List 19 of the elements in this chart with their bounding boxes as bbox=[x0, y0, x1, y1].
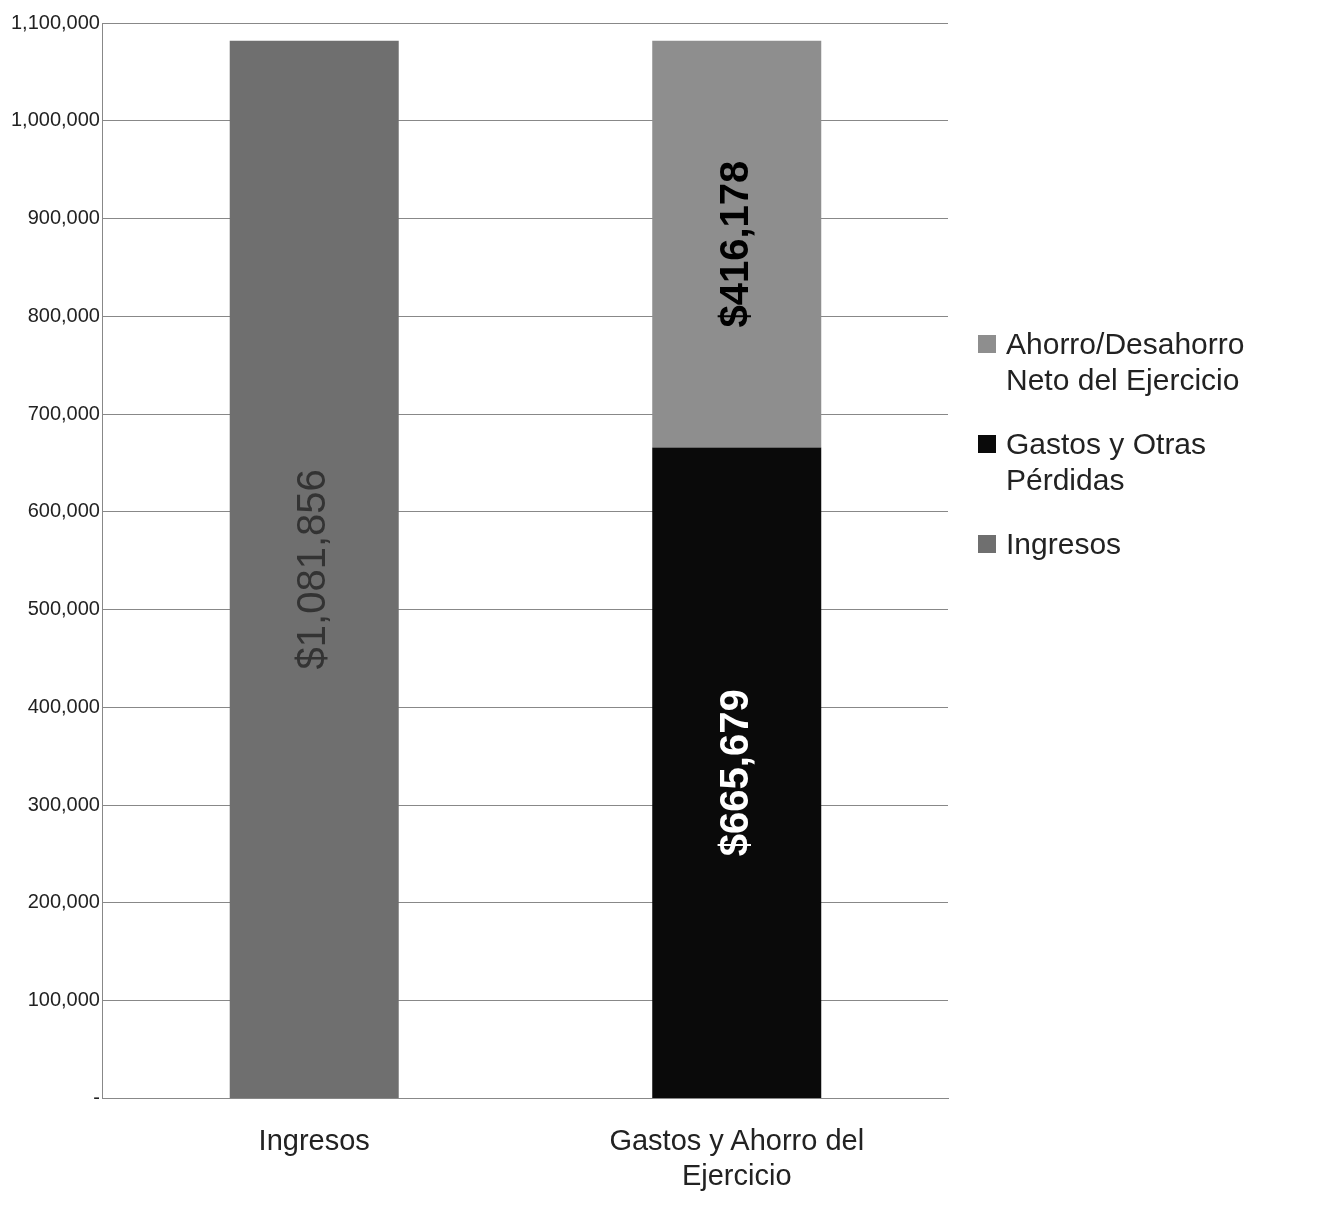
y-tick-label: 800,000 bbox=[27, 303, 100, 326]
y-tick-label: 500,000 bbox=[27, 597, 100, 620]
y-tick-label: 900,000 bbox=[27, 206, 100, 229]
x-tick-label: Gastos y Ahorro del Ejercicio bbox=[609, 1123, 865, 1191]
y-tick-label: 300,000 bbox=[27, 792, 100, 815]
y-tick-label: 200,000 bbox=[27, 890, 100, 913]
y-tick-label: 1,000,000 bbox=[10, 108, 100, 131]
legend-label: Ahorro/Desahorro Neto del Ejercicio bbox=[1006, 326, 1246, 398]
data-label: $416,178 bbox=[711, 160, 756, 328]
y-tick-label: 700,000 bbox=[27, 401, 100, 424]
y-tick-label: 1,100,000 bbox=[10, 10, 100, 33]
y-tick-label: - bbox=[93, 1085, 100, 1108]
data-label: $665,679 bbox=[711, 689, 756, 857]
legend-label: Ingresos bbox=[1006, 526, 1122, 562]
data-label: $1,081,856 bbox=[289, 469, 334, 670]
legend-label: Gastos y Otras Pérdidas bbox=[1006, 426, 1208, 498]
y-tick-label: 400,000 bbox=[27, 694, 100, 717]
y-tick-label: 600,000 bbox=[27, 499, 100, 522]
y-tick-label: 100,000 bbox=[27, 988, 100, 1011]
